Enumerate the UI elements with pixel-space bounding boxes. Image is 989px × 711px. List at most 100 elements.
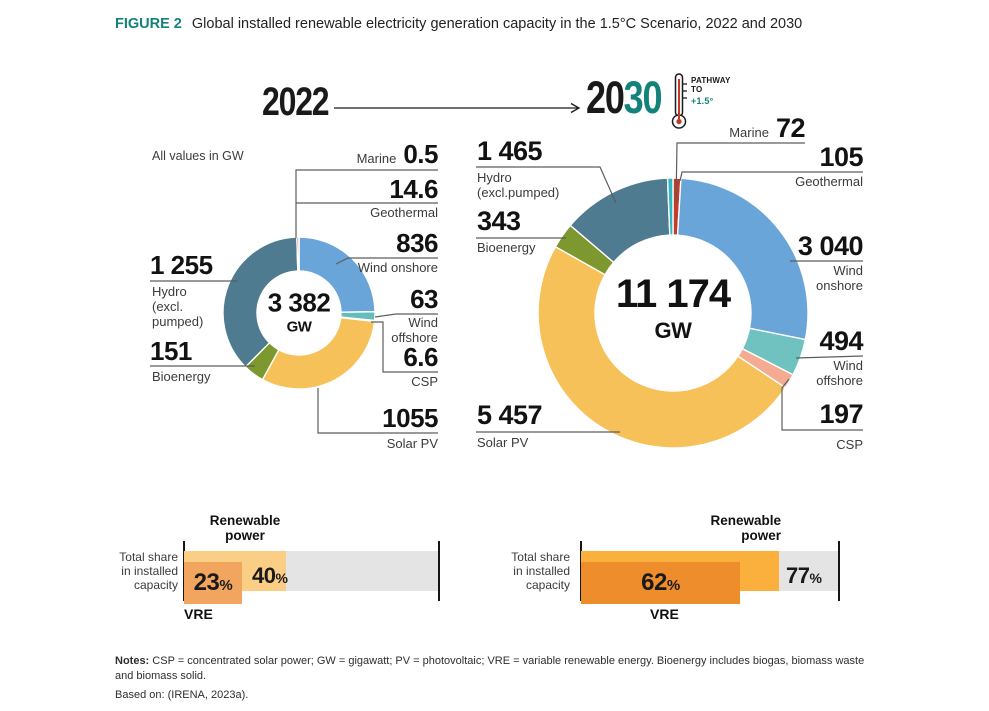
bar-renewable-2022-pct-sym: % [275, 570, 288, 586]
figure-tag: FIGURE 2 [115, 16, 182, 32]
callout-geothermal-2030-value: 105 [819, 142, 863, 172]
donut-slice-wind-onshore [676, 177, 809, 341]
donut-2022-center: 3 382 GW [268, 290, 331, 335]
timeline-arrowhead [570, 102, 581, 114]
bar-tick-right-2022 [438, 541, 440, 601]
leader-csp-2030 [781, 378, 863, 431]
donut-2030-unit: GW [654, 318, 692, 343]
donut-2030-total: 11 174 [615, 272, 731, 316]
callout-csp-2030-name: CSP [836, 437, 863, 452]
callout-marine-2030-name: Marine [729, 125, 769, 140]
callout-marine-2030: Marine 72 [677, 115, 805, 142]
bar-tick-right-2030 [838, 541, 840, 601]
callout-hydro-2030-name: Hydro (excl.pumped) [477, 170, 560, 200]
callout-csp-2022-value: 6.6 [403, 342, 438, 372]
callout-solar-pv-2030-name: Solar PV [477, 435, 529, 450]
leader-hydro-2030 [476, 166, 617, 204]
bar-vre-2022: 23% [184, 562, 243, 604]
leader-wind-offshore-2030 [795, 355, 864, 359]
bar-vre-2022-pct-sym: % [219, 577, 233, 594]
pathway-target: +1.5° [691, 96, 714, 107]
bar-renewable-2030-pct-num: 77 [786, 563, 810, 588]
bar-vre-2030: 62% [581, 562, 741, 604]
callout-marine-2030-value: 72 [775, 113, 806, 143]
callout-geothermal-2022-name: Geothermal [370, 205, 438, 220]
vre-label-2022: VRE [184, 606, 213, 622]
leader-wind-offshore-2022 [374, 313, 438, 318]
callout-bioenergy-2030-name: Bioenergy [477, 240, 536, 255]
bar-title-2030: Renewable power [710, 513, 781, 544]
callout-wind-offshore-2030-name: Wind offshore [816, 358, 863, 388]
notes-label: Notes: [115, 655, 150, 667]
leader-solar-pv-2022 [317, 388, 438, 434]
vre-label-2030: VRE [650, 606, 679, 622]
year-2030-text: 2030 [586, 72, 663, 123]
donut-slice-solar-pv [537, 245, 787, 449]
callout-hydro-2022-value: 1 255 [150, 250, 213, 280]
donut-2022-unit: GW [286, 318, 312, 336]
callout-bioenergy-2022-value: 151 [150, 336, 192, 366]
bar-renewable-2030-pct: 77% [786, 563, 822, 589]
year-2022-text: 2022 [262, 80, 330, 124]
bar-renewable-2030-pct-sym: % [809, 570, 822, 586]
callout-wind-onshore-2022-value: 836 [396, 228, 438, 258]
callout-solar-pv-2022-name: Solar PV [386, 436, 438, 451]
notes: Notes: CSP = concentrated solar power; G… [115, 654, 867, 684]
callout-geothermal-2022-value: 14.6 [389, 174, 438, 204]
donut-slice-solar-pv [261, 316, 376, 390]
donut-2022-total: 3 382 [267, 287, 331, 318]
figure-header: FIGURE 2 Global installed renewable elec… [115, 16, 802, 32]
bar-vre-2030-pct-sym: % [666, 577, 681, 594]
leader-geothermal-2030 [679, 171, 863, 182]
callout-bioenergy-2022-name: Bioenergy [152, 369, 211, 384]
bar-axis-label-2022: Total share in installed capacity [119, 550, 178, 592]
callout-marine-2022: Marine 0.5 [300, 139, 439, 169]
donut-slice-hydro-excl-pumped- [222, 236, 299, 368]
donut-2022 [222, 236, 376, 390]
callout-wind-offshore-2030-value: 494 [819, 326, 863, 356]
pathway-label: PATHWAY TO +1.5° [691, 76, 730, 107]
callout-marine-2022-name: Marine [356, 151, 397, 166]
bar-tick-left-2022 [183, 541, 185, 601]
callout-wind-offshore-2022-value: 63 [410, 284, 438, 314]
bar-renewable-2022-pct: 40% [252, 563, 288, 589]
thermometer-icon [671, 73, 687, 129]
callout-wind-onshore-2030-value: 3 040 [797, 231, 864, 261]
callout-solar-pv-2022-value: 1055 [382, 403, 438, 433]
leader-marine-2030 [675, 142, 805, 204]
donut-2030-center: 11 174 GW [615, 272, 731, 343]
leader-marine-2022 [295, 169, 438, 238]
notes-body: CSP = concentrated solar power; GW = gig… [115, 655, 865, 682]
leader-csp-2022 [371, 321, 438, 373]
callout-geothermal-2030-name: Geothermal [795, 174, 863, 189]
callout-csp-2022-name: CSP [411, 374, 438, 389]
units-note: All values in GW [152, 149, 244, 163]
pathway-line1: PATHWAY [691, 76, 731, 85]
donut-2030 [537, 177, 809, 449]
leader-wind-onshore-2022 [335, 257, 438, 265]
bar-vre-2030-pct-num: 62 [641, 569, 667, 596]
callout-solar-pv-2030-value: 5 457 [477, 400, 543, 430]
year-2030-teal: 30 [623, 72, 663, 123]
based-on: Based on: (IRENA, 2023a). [115, 689, 249, 701]
pathway-line2: TO [691, 85, 703, 95]
callout-bioenergy-2030-value: 343 [477, 206, 521, 236]
figure-title: Global installed renewable electricity g… [191, 16, 803, 32]
callout-hydro-2030-value: 1 465 [477, 136, 543, 166]
bar-axis-label-2030: Total share in installed capacity [511, 550, 570, 592]
callout-hydro-2022-name: Hydro (excl. pumped) [152, 284, 204, 329]
callout-csp-2030-value: 197 [819, 399, 863, 429]
callout-wind-onshore-2030-name: Wind onshore [816, 263, 863, 293]
bar-renewable-2022-pct-num: 40 [252, 563, 276, 588]
callout-wind-offshore-2022-name: Wind offshore [391, 315, 438, 345]
callout-wind-onshore-2022-name: Wind onshore [357, 260, 438, 275]
bar-tick-left-2030 [580, 541, 582, 601]
year-2030-black: 20 [586, 72, 625, 123]
bar-vre-2022-pct-num: 23 [193, 569, 220, 596]
bar-zone-2030: 77% 62% [581, 551, 838, 604]
callout-marine-2022-value: 0.5 [403, 139, 438, 169]
donut-slice-marine [666, 177, 674, 236]
year-2030: 2030 [586, 72, 680, 124]
